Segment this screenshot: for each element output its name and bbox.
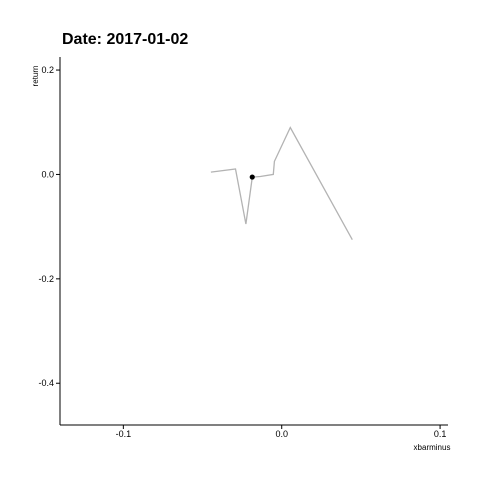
- x-tick-label: -0.1: [116, 429, 132, 439]
- x-ticks: -0.1 0.0 0.1: [116, 425, 447, 439]
- y-tick-label: -0.2: [38, 274, 54, 284]
- x-tick-label: 0.0: [275, 429, 288, 439]
- x-tick-label: 0.1: [434, 429, 447, 439]
- y-ticks: -0.4 -0.2 0.0 0.2: [38, 65, 60, 388]
- highlight-point: [249, 174, 255, 180]
- series-line: [210, 126, 353, 241]
- y-tick-label: 0.0: [41, 169, 54, 179]
- series-group: [210, 126, 353, 241]
- y-axis-label: return: [31, 66, 40, 87]
- x-axis-label: xbarminus: [414, 443, 451, 452]
- y-tick-label: 0.2: [41, 65, 54, 75]
- y-tick-label: -0.4: [38, 378, 54, 388]
- chart-title: Date: 2017-01-02: [62, 31, 188, 48]
